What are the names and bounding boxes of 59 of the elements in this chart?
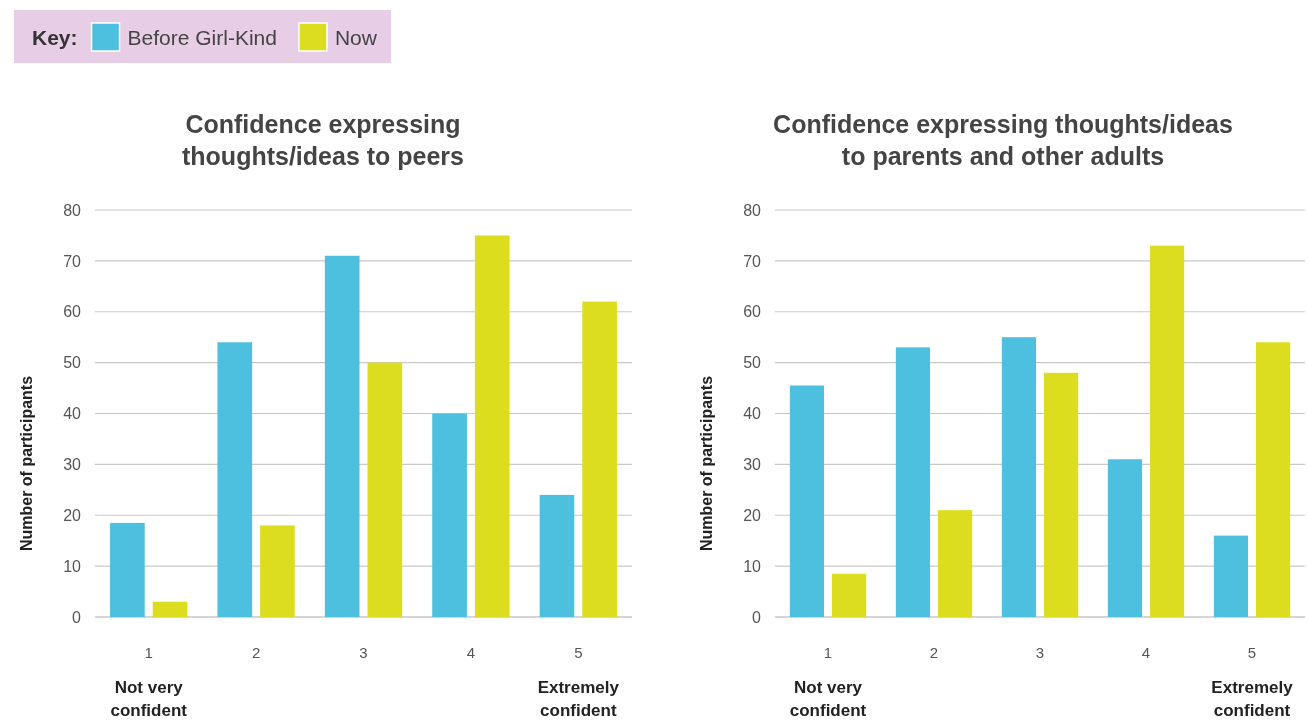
y-tick-label: 60 — [743, 303, 762, 321]
text: Not very confident — [110, 678, 188, 720]
bar — [895, 347, 930, 617]
y-tick-label: 10 — [743, 557, 762, 575]
x-tick-label: 4 — [1141, 643, 1151, 661]
x-tick-label: 3 — [359, 643, 368, 661]
bar — [367, 362, 403, 617]
x-tick-label: 1 — [823, 643, 833, 661]
y-tick-label: 70 — [63, 252, 82, 270]
bar — [789, 385, 824, 617]
y-tick-label: 50 — [63, 354, 82, 372]
bar — [1256, 342, 1291, 617]
y-tick-label: 30 — [63, 455, 82, 473]
x-tick-label: 5 — [574, 643, 583, 661]
y-tick-label: 50 — [743, 354, 762, 372]
y-axis-title: Number of participants — [18, 375, 35, 552]
y-tick-label: 80 — [63, 201, 82, 219]
x-tick-label: 2 — [929, 643, 939, 661]
text: Extremely confident — [537, 678, 620, 720]
bar — [1150, 245, 1185, 617]
chart-title: Confidence expressing thoughts/ideas to parents and other adults — [773, 110, 1233, 170]
y-tick-label: 0 — [752, 608, 762, 626]
bar — [152, 601, 188, 617]
bar — [110, 522, 145, 617]
bar — [1213, 535, 1248, 617]
y-tick-label: 10 — [63, 557, 82, 575]
legend-label: Before Girl-Kind — [127, 26, 277, 49]
chart-title: Confidence expressing thoughts/ideas to peers — [182, 110, 464, 170]
x-tick-label: 3 — [1035, 643, 1045, 661]
legend-title: Key: — [32, 26, 78, 49]
y-tick-label: 20 — [743, 506, 762, 524]
y-tick-label: 60 — [63, 303, 82, 321]
x-tick-label: 2 — [251, 643, 261, 661]
text: Extremely confident — [1211, 678, 1294, 720]
bar — [1107, 459, 1142, 617]
bar — [832, 573, 867, 617]
bar — [217, 342, 253, 617]
bar — [432, 413, 467, 617]
bar — [539, 494, 575, 617]
y-tick-label: 30 — [743, 455, 762, 473]
y-tick-label: 40 — [63, 405, 82, 423]
bar — [938, 510, 973, 617]
text: Not very confident — [789, 678, 867, 720]
bar — [582, 301, 617, 617]
bar — [474, 235, 510, 617]
y-tick-label: 40 — [743, 405, 762, 423]
bar — [1044, 372, 1079, 617]
y-tick-label: 70 — [743, 252, 762, 270]
y-axis-title: Number of participants — [698, 375, 715, 552]
y-tick-label: 0 — [72, 608, 82, 626]
y-tick-label: 20 — [63, 506, 82, 524]
x-tick-label: 5 — [1247, 643, 1257, 661]
bar — [260, 525, 295, 617]
legend-label: Now — [334, 26, 378, 49]
bar — [324, 255, 360, 617]
y-tick-label: 80 — [743, 201, 762, 219]
bar — [1001, 337, 1036, 617]
x-tick-label: 1 — [144, 643, 153, 661]
x-tick-label: 4 — [466, 643, 476, 661]
